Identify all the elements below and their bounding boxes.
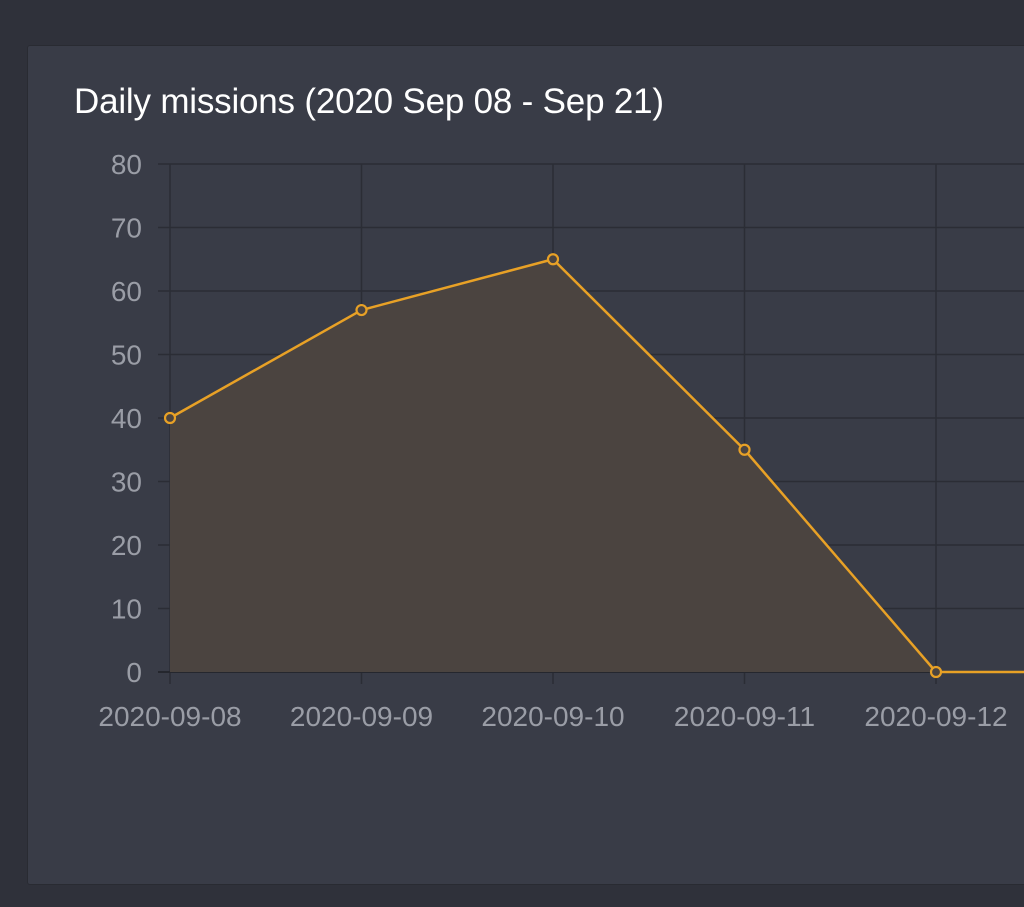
chart-area-layer: [170, 259, 1024, 672]
x-tick-label: 2020-09-09: [290, 701, 433, 732]
data-point[interactable]: [355, 303, 368, 317]
chart-line-layer: [169, 258, 1024, 674]
data-point[interactable]: [163, 411, 177, 425]
chart-title: Daily missions (2020 Sep 08 - Sep 21): [74, 82, 664, 121]
x-tick-label: 2020-09-11: [674, 701, 815, 732]
series-line: [169, 258, 1024, 674]
x-tick-label: 2020-09-12: [864, 701, 1007, 732]
series-area: [170, 259, 1024, 672]
chart-points-layer: [163, 253, 943, 679]
y-tick-label: 20: [111, 530, 142, 561]
y-tick-label: 10: [111, 594, 142, 625]
y-axis-ticks: 0 10 20 30 40 50 60 70 80: [111, 149, 142, 688]
y-tick-label: 70: [111, 213, 142, 244]
y-tick-label: 50: [111, 340, 142, 371]
y-tick-label: 60: [111, 276, 142, 307]
y-tick-label: 30: [111, 467, 142, 498]
x-axis-ticks: 2020-09-08 2020-09-09 2020-09-10 2020-09-11…: [98, 701, 1007, 732]
y-tick-label: 0: [126, 657, 142, 688]
data-point[interactable]: [929, 665, 943, 679]
data-point[interactable]: [738, 443, 751, 456]
data-point[interactable]: [546, 253, 560, 266]
x-tick-label: 2020-09-10: [481, 701, 624, 732]
y-tick-label: 40: [111, 403, 142, 434]
x-tick-label: 2020-09-08: [98, 701, 241, 732]
y-tick-label: 80: [111, 149, 142, 180]
